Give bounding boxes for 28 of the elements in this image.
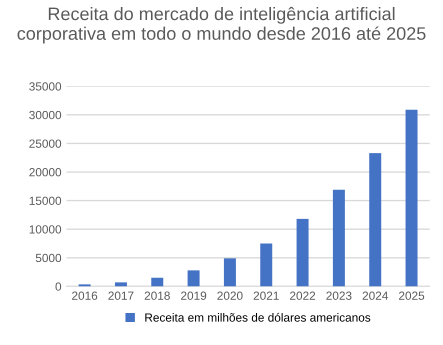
bar [151,278,164,286]
bar [332,190,345,286]
y-tick-label: 15000 [30,196,62,205]
bar [260,243,272,286]
chart-title: Receita do mercado de inteligência artificial corporativa em todo o mundo desde 2016 até 2025 [18,6,426,44]
x-tick-label: 2016 [72,292,98,300]
bar [188,270,200,286]
x-tick-label: 2019 [181,292,206,300]
x-tick-label: 2020 [217,292,243,300]
y-tick-label: 35000 [29,82,62,91]
bar [406,110,418,286]
x-tick-label: 2021 [254,292,279,300]
legend-label: Receita em milhões de dólares americanos [145,312,370,322]
x-tick-label: 2023 [326,292,352,300]
y-tick-label: 25000 [29,139,62,148]
y-tick-label: 30000 [29,110,62,120]
y-tick-label: 10000 [30,225,62,234]
y-tick-label: 5000 [36,254,62,262]
x-tick-label: 2018 [144,292,170,300]
y-tick-label: 0 [55,282,62,291]
bar [296,218,309,286]
x-tick-label: 2022 [290,292,316,300]
x-tick-label: 2024 [362,292,388,300]
y-tick-label: 20000 [29,168,62,176]
x-tick-label: 2025 [399,292,424,300]
bar [369,153,382,286]
bar [224,258,236,286]
x-tick-label: 2017 [108,292,134,300]
